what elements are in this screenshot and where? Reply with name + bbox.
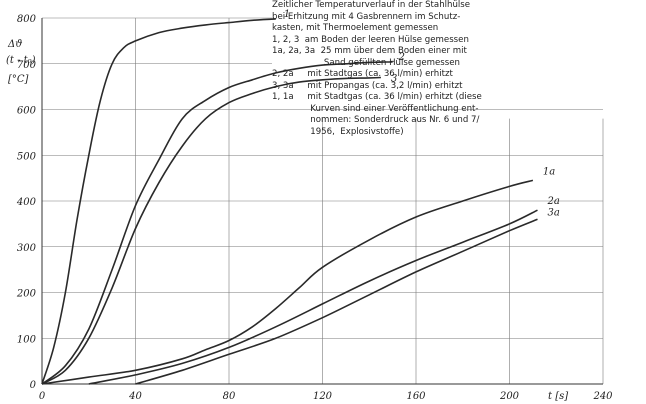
- x-tick-label: 0: [39, 391, 46, 402]
- y-tick-label: 200: [16, 289, 37, 300]
- legend-line: nommen: Sonderdruck aus Nr. 6 und 7/: [272, 115, 480, 125]
- series-line-1a: [41, 179, 534, 385]
- legend-line: 1, 1a mit Stadtgas (ca. 36 l/min) erhitz…: [272, 92, 482, 102]
- series-label-1: 1: [284, 9, 290, 20]
- x-tick-label: 240: [592, 391, 613, 402]
- series-label-2a: 2a: [547, 196, 560, 207]
- series-label-1a: 1a: [543, 166, 555, 177]
- legend-line: Zeitlicher Temperaturverlauf in der Stah…: [272, 0, 471, 10]
- legend-line: kasten, mit Thermoelement gemessen: [272, 23, 439, 33]
- legend: Zeitlicher Temperaturverlauf in der Stah…: [272, 0, 644, 138]
- legend-line: 2, 2a mit Stadtgas (ca. 36 l/min) erhitz…: [272, 69, 453, 79]
- y-tick-label: 800: [17, 14, 37, 25]
- x-tick-label: 120: [313, 391, 333, 402]
- y-tick-label: 600: [17, 106, 37, 117]
- y-tick-label: 400: [16, 197, 37, 208]
- series-label-3: 3: [391, 73, 397, 84]
- x-tick-label: 80: [223, 391, 236, 402]
- grid: [42, 17, 604, 384]
- y-axis-label-line-2: (t - t₀): [6, 55, 36, 66]
- series-line-3: [41, 76, 381, 385]
- y-tick-label: 500: [17, 151, 37, 162]
- series-label-3a: 3a: [548, 207, 560, 218]
- legend-line: 1a, 2a, 3a 25 mm über dem Boden einer mi…: [272, 46, 467, 56]
- tick-labels: 0 100 200 300 400 500 600 700 800 0 40 80 120 160 200 2…: [16, 14, 613, 402]
- legend-line: 1956, Explosivstoffe): [272, 126, 404, 137]
- legend-line: 1, 2, 3 am Boden der leeren Hülse gemess…: [272, 34, 469, 45]
- legend-line: bei Erhitzung mit 4 Gasbrennern im Schut…: [272, 11, 461, 22]
- y-tick-label: 700: [17, 60, 37, 71]
- x-axis-label: t [s]: [548, 391, 568, 402]
- y-axis-label-line-1: Δϑ: [7, 39, 22, 50]
- series-line-1: [41, 18, 276, 385]
- y-tick-label: 0: [30, 380, 37, 391]
- series-line-3a: [135, 218, 538, 385]
- series-line-2: [41, 61, 393, 385]
- legend-line: 3, 3a mit Propangas (ca. 3,2 l/min) erhi…: [272, 80, 463, 91]
- x-tick-label: 200: [499, 391, 520, 402]
- legend-line: Sand gefüllten Hülse gemessen: [272, 57, 460, 68]
- x-tick-label: 160: [406, 391, 426, 402]
- legend-line: Kurven sind einer Veröffentlichung ent-: [272, 103, 479, 114]
- x-tick-label: 40: [128, 391, 142, 402]
- y-axis-label-line-3: [°C]: [8, 74, 29, 85]
- y-tick-label: 300: [17, 243, 37, 254]
- series-line-2a: [88, 209, 538, 385]
- y-tick-label: 100: [17, 334, 37, 345]
- series-label-2: 2: [398, 52, 405, 63]
